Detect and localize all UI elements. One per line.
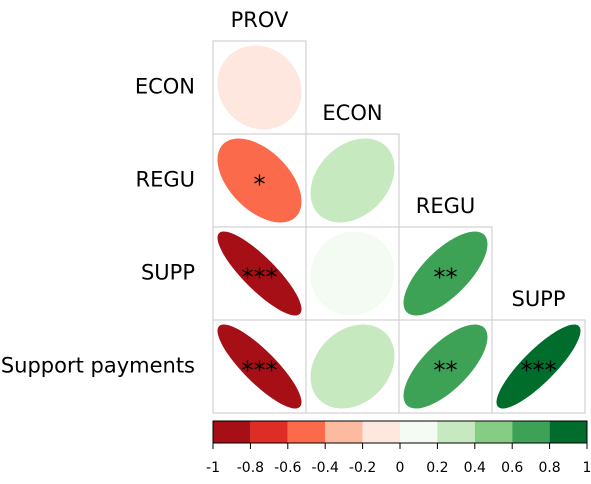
- color-bin: [474, 421, 513, 443]
- color-bin: [325, 421, 363, 443]
- column-label: SUPP: [511, 287, 565, 311]
- colorbar-tick-label: 0.4: [464, 460, 486, 476]
- significance-stars: ***: [521, 357, 557, 385]
- corr-ellipse: [310, 138, 395, 223]
- row-label: SUPP: [141, 261, 195, 285]
- colorbar-tick-label: -0.8: [237, 460, 264, 476]
- corr-ellipse: [217, 231, 302, 316]
- column-label: PROV: [231, 8, 289, 32]
- color-bin: [287, 421, 326, 443]
- row-label: Support payments: [1, 354, 195, 378]
- colorbar-tick-label: 0: [396, 460, 405, 476]
- significance-stars: ***: [242, 264, 278, 292]
- colorbar-tick-label: 1: [583, 460, 591, 476]
- color-bin: [400, 421, 438, 443]
- corr-ellipse: [217, 45, 302, 130]
- colorbar-tick-label: 0.6: [501, 460, 523, 476]
- colorbar-tick-label: -0.4: [312, 460, 339, 476]
- colorbar-tick-label: -0.6: [274, 460, 301, 476]
- corr-ellipse: [217, 324, 302, 409]
- color-bin: [362, 421, 400, 443]
- significance-stars: **: [434, 264, 458, 292]
- color-bin: [549, 421, 587, 443]
- column-label: REGU: [416, 194, 476, 218]
- significance-stars: ***: [242, 357, 278, 385]
- corr-ellipse: [496, 324, 581, 409]
- corr-ellipse: [310, 231, 395, 316]
- row-label: ECON: [135, 75, 195, 99]
- color-bin: [213, 421, 251, 443]
- color-bin: [512, 421, 550, 443]
- significance-stars: **: [434, 357, 458, 385]
- corr-ellipse: [403, 231, 488, 316]
- colorbar-tick-label: 0.2: [426, 460, 448, 476]
- color-bin: [437, 421, 475, 443]
- colorbar-tick-label: -0.2: [349, 460, 376, 476]
- column-label: ECON: [322, 101, 382, 125]
- significance-stars: *: [254, 171, 266, 199]
- color-bin: [250, 421, 288, 443]
- colorbar-tick-label: -1: [206, 460, 220, 476]
- corr-ellipse: [403, 324, 488, 409]
- row-label: REGU: [135, 168, 195, 192]
- colorbar-tick-label: 0.8: [538, 460, 560, 476]
- corr-ellipse: [310, 324, 395, 409]
